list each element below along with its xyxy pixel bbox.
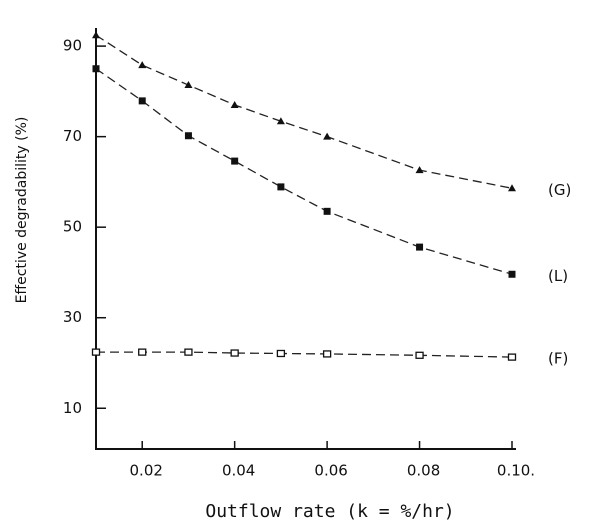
- data-point: [138, 61, 147, 69]
- y-tick-label: 10: [63, 399, 82, 417]
- data-point: [92, 31, 100, 39]
- data-point: [508, 184, 516, 192]
- data-point: [277, 183, 285, 191]
- x-tick-label: 0.06: [314, 462, 347, 480]
- axes: [95, 28, 516, 450]
- y-tick-label: 50: [63, 218, 82, 236]
- series-line: [96, 351, 513, 358]
- series-label: (F): [548, 350, 568, 368]
- x-tick-label: 0.10.: [497, 462, 535, 480]
- x-tick-label: 0.04: [222, 462, 255, 480]
- data-point: [322, 350, 332, 358]
- data-point: [230, 100, 239, 108]
- series-label: (L): [548, 267, 568, 285]
- data-point: [323, 132, 332, 140]
- x-tick-label: 0.08: [407, 462, 440, 480]
- series-line: [95, 68, 513, 275]
- data-point: [184, 81, 193, 89]
- data-point: [276, 117, 285, 125]
- data-point: [184, 348, 193, 356]
- data-point: [507, 353, 517, 361]
- data-point: [91, 348, 101, 356]
- data-point: [92, 65, 100, 73]
- series-label: (G): [548, 181, 571, 199]
- series-line: [95, 34, 513, 189]
- x-axis-title: Outflow rate (k = %/hr): [205, 501, 454, 522]
- y-tick-label: 30: [63, 308, 82, 326]
- data-point: [138, 97, 146, 105]
- y-tick-label: 90: [63, 37, 82, 55]
- x-tick-label: 0.02: [130, 462, 163, 480]
- data-point: [323, 207, 331, 215]
- y-tick-label: 70: [63, 127, 82, 145]
- data-point: [508, 270, 516, 278]
- data-point: [416, 243, 424, 251]
- data-point: [184, 132, 192, 140]
- data-point: [231, 157, 239, 165]
- data-point: [415, 166, 424, 174]
- data-point: [415, 351, 424, 359]
- data-point: [138, 348, 147, 356]
- data-point: [230, 349, 239, 357]
- y-axis-title: Effective degradability (%): [14, 117, 30, 304]
- data-point: [276, 349, 286, 358]
